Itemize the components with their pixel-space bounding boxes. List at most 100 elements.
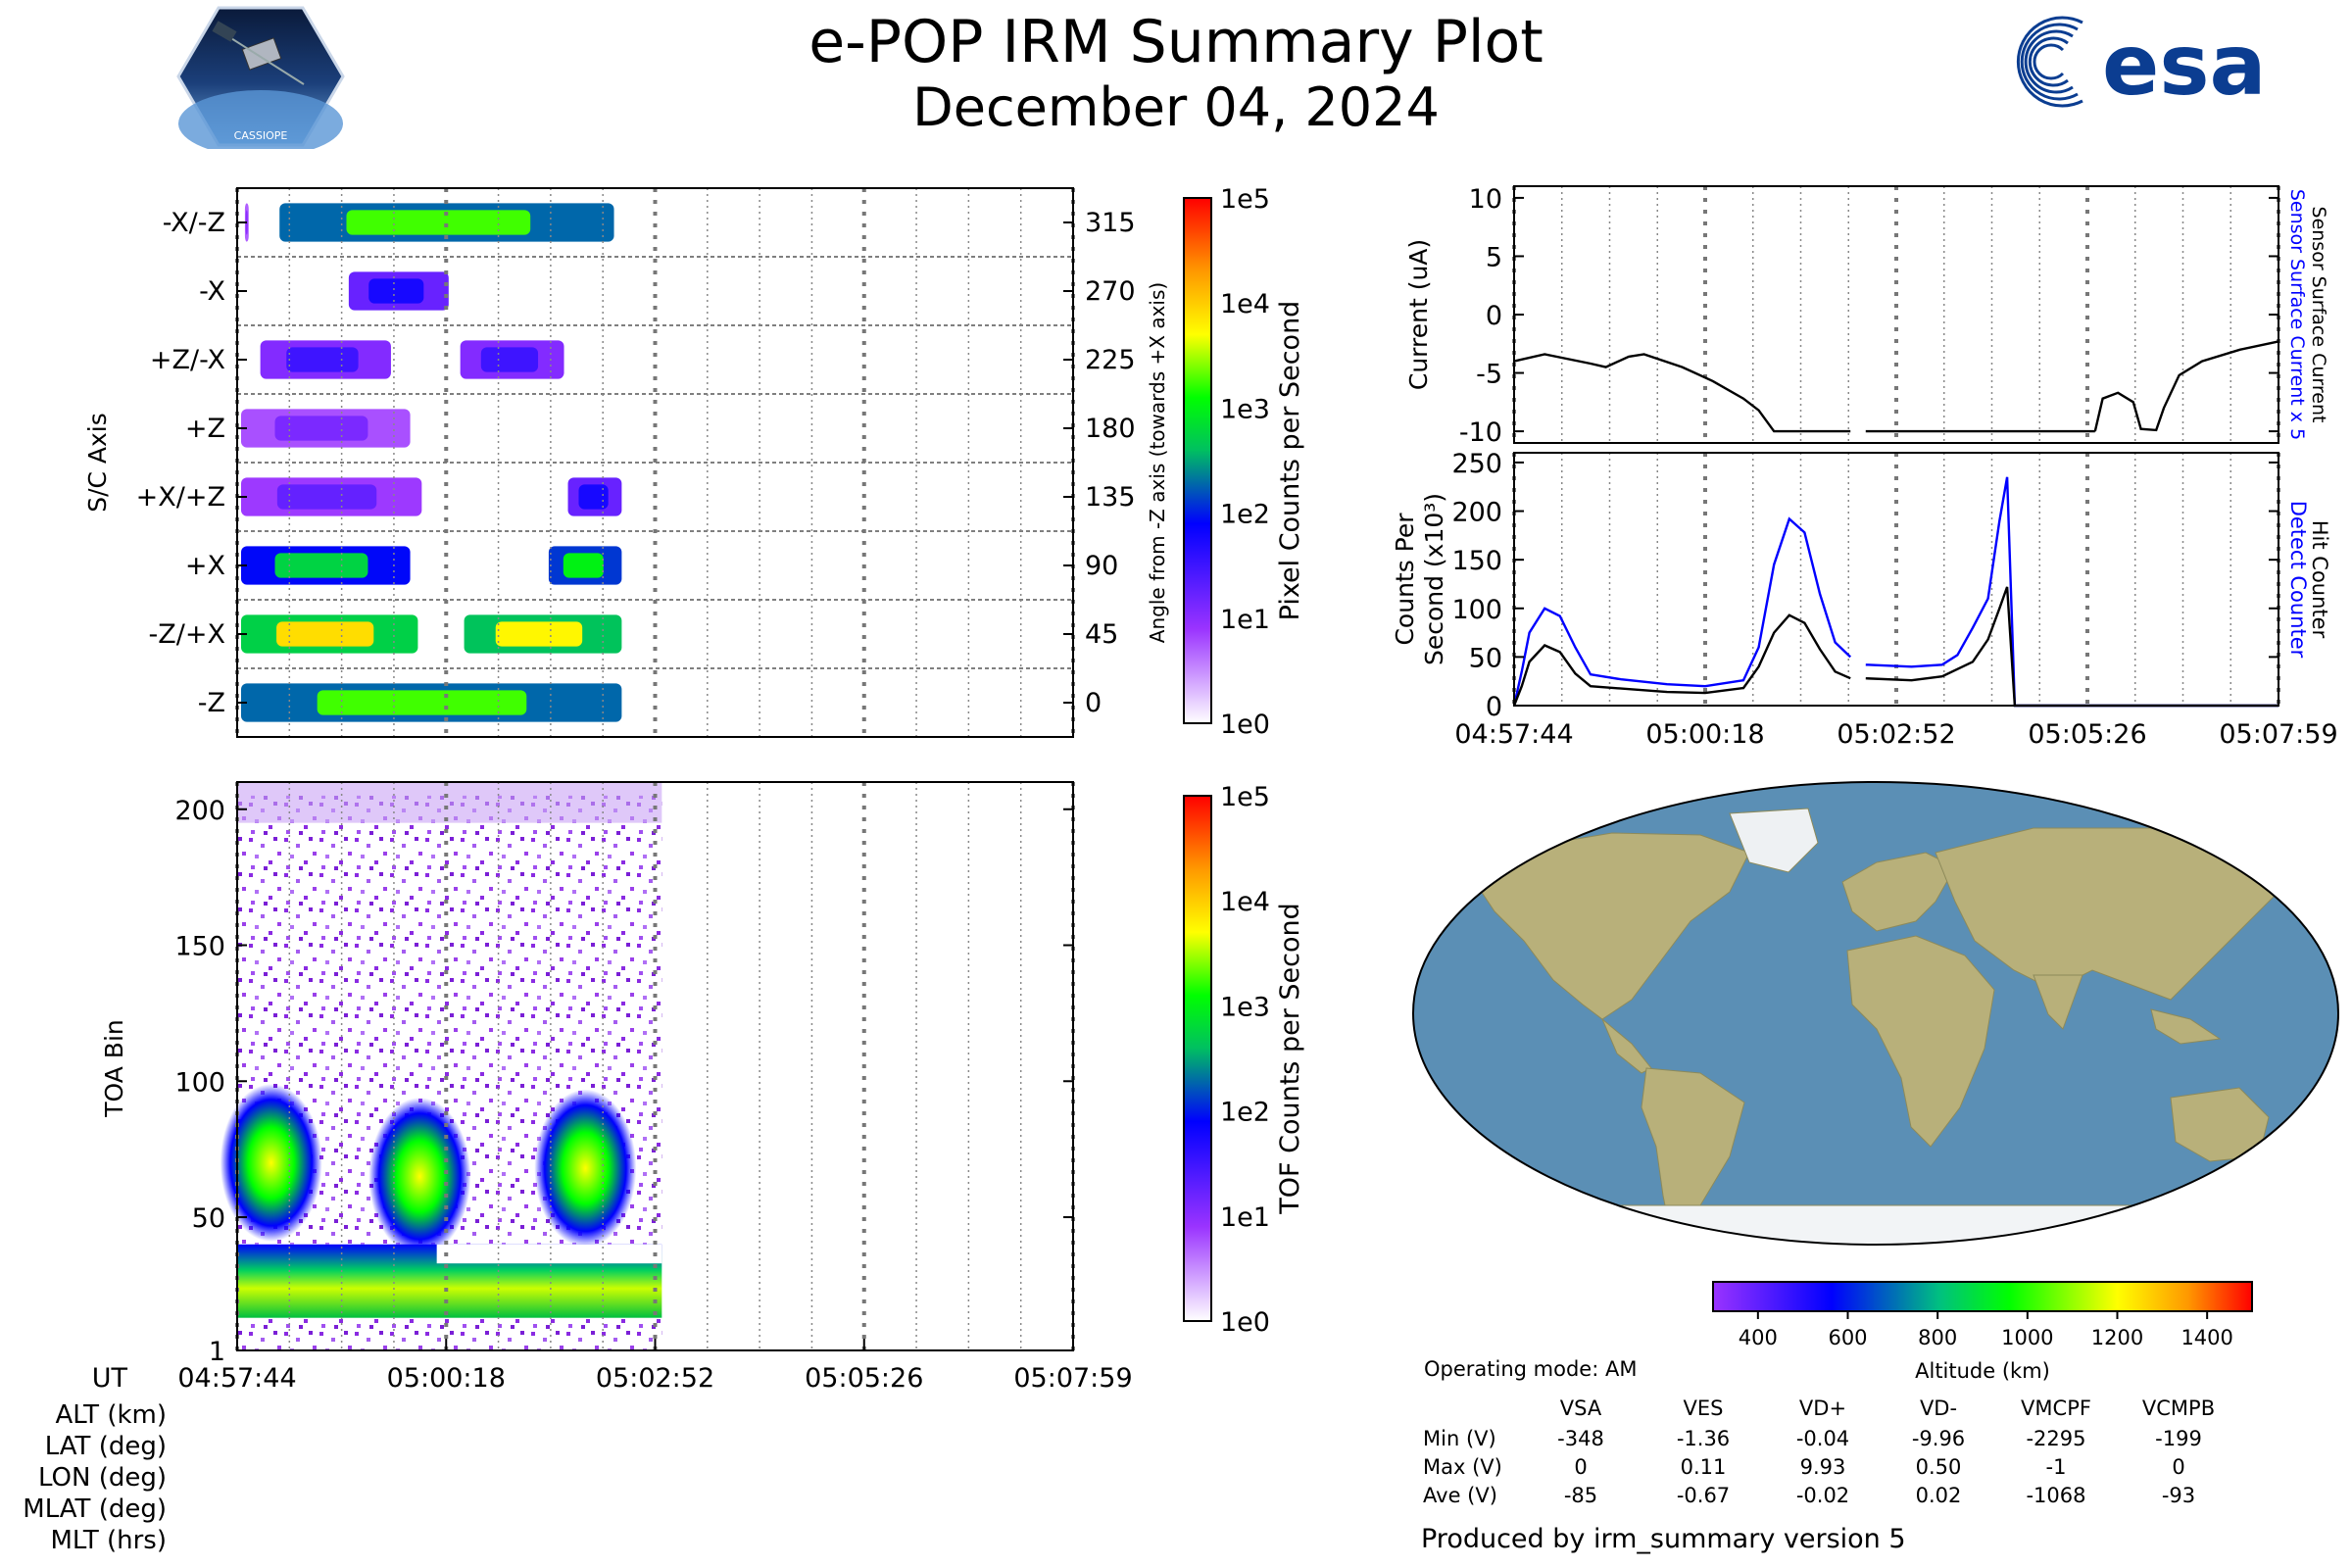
- current-right-label-blue: Sensor Surface Current x 5: [2286, 189, 2308, 440]
- tof-spectrogram-heatmap: [220, 782, 662, 1350]
- tof-y-tick-1: 150: [174, 932, 225, 962]
- tof-spectrogram-panel: 200 150 100 50 1 04:57:44 05:00:18 05:02:52 05:…: [92, 781, 1305, 1392]
- cassiope-logo: CASSIOPE: [176, 6, 345, 149]
- counts-y-tick-4: 50: [1469, 643, 1502, 673]
- pixel-colorbar-tick-1: 1e4: [1220, 289, 1270, 319]
- southeast-asia: [2150, 1008, 2222, 1045]
- plot-title: e-POP IRM Summary Plot: [808, 8, 1544, 76]
- pixel-y-tick-left-2: +Z/-X: [150, 345, 225, 375]
- table-header-4: VMCPF: [2021, 1396, 2091, 1420]
- pixel-band-5-0: [241, 546, 411, 585]
- table-cell-1-1: 0.11: [1681, 1455, 1727, 1479]
- pixel-spectrogram-grid: [235, 188, 1075, 737]
- tof-x-tick-1: 05:00:18: [387, 1363, 506, 1392]
- counts-series-1-seg-1: [1865, 586, 2278, 708]
- pixel-band-4-1: [567, 477, 622, 516]
- pixel-band-4-0: [241, 477, 422, 516]
- counts-y-tick-0: 250: [1451, 449, 1502, 479]
- current-plot: 10 5 0 -5 -10 Current (uA) Sensor Surface Cu…: [1404, 184, 2329, 448]
- altitude-colorbar: 400 600 800 1000 1200 1400 Altitude (km): [1712, 1281, 2253, 1383]
- pixel-y-tick-right-5: 90: [1085, 551, 1118, 581]
- pixel-right-axis-label: Angle from -Z axis (towards +X axis): [1146, 282, 1169, 643]
- tof-x-tick-0: 04:57:44: [177, 1363, 296, 1392]
- pixel-band-6-1: [464, 614, 622, 654]
- altitude-tick-1: 600: [1828, 1326, 1867, 1349]
- table-cell-2-2: -0.02: [1796, 1484, 1849, 1507]
- pixel-colorbar-tick-3: 1e2: [1220, 500, 1270, 530]
- pixel-band-1-0: [348, 271, 449, 311]
- table-cell-1-5: 0: [2172, 1455, 2184, 1479]
- europe: [1841, 852, 1956, 932]
- counts-y-axis-label-1: Counts Per: [1391, 513, 1419, 646]
- table-cell-1-2: 9.93: [1800, 1455, 1846, 1479]
- pixel-band-5-1: [548, 546, 622, 585]
- altitude-tick-3: 1000: [2001, 1326, 2053, 1349]
- pixel-y-tick-right-4: 135: [1085, 482, 1136, 513]
- counts-y-tick-5: 0: [1486, 692, 1502, 722]
- counts-series-0-seg-0: [1512, 516, 1852, 707]
- table-row-label-2: Ave (V): [1423, 1484, 1497, 1507]
- current-y-tick-0: 10: [1469, 184, 1502, 215]
- table-cell-2-3: 0.02: [1916, 1484, 1962, 1507]
- ephemeris-mlt: MLT (hrs): [50, 1526, 168, 1555]
- current-y-axis-label: Current (uA): [1404, 239, 1433, 390]
- pixel-y-tick-left-6: -Z/+X: [149, 619, 225, 650]
- pixel-spectrogram-panel: -X/-Z -X +Z/-X +Z +X/+Z +X -Z/+X -Z 315 270 225 18…: [83, 184, 1305, 740]
- counts-y-tick-2: 150: [1451, 546, 1502, 576]
- table-cell-2-5: -93: [2162, 1484, 2195, 1507]
- pixel-y-tick-right-1: 270: [1085, 276, 1136, 307]
- pixel-y-tick-left-4: +X/+Z: [136, 482, 225, 513]
- pixel-band-6-0: [241, 614, 418, 654]
- tof-colorbar-label: TOF Counts per Second: [1275, 903, 1305, 1215]
- table-cell-0-4: -2295: [2026, 1427, 2085, 1450]
- tof-lobe-1: [368, 1097, 471, 1255]
- current-series-0-seg-0: [1513, 353, 1851, 433]
- tof-lobe-0: [220, 1084, 322, 1242]
- pixel-colorbar-tick-4: 1e1: [1220, 605, 1270, 635]
- pixel-y-tick-left-1: -X: [199, 276, 225, 307]
- counts-right-label-blue: Detect Counter: [2286, 501, 2310, 659]
- counts-x-tick-3: 05:05:26: [2028, 719, 2146, 750]
- counts-x-tick-2: 05:02:52: [1837, 719, 1955, 750]
- tof-y-axis-label: TOA Bin: [100, 1019, 128, 1118]
- pixel-y-tick-right-2: 225: [1085, 345, 1136, 375]
- pixel-band-7-0: [241, 683, 622, 722]
- pixel-y-tick-right-6: 45: [1085, 619, 1118, 650]
- table-cell-2-4: -1068: [2026, 1484, 2085, 1507]
- world-map: [1412, 781, 2339, 1246]
- counts-y-axis-label-2: Second (x10³): [1420, 493, 1448, 665]
- india: [2033, 974, 2083, 1030]
- table-cell-2-1: -0.67: [1677, 1484, 1730, 1507]
- tof-gap: [436, 1244, 662, 1264]
- counts-y-tick-3: 100: [1451, 595, 1502, 625]
- tof-y-tick-4: 1: [209, 1337, 225, 1367]
- table-cell-2-0: -85: [1564, 1484, 1597, 1507]
- table-row-label-0: Min (V): [1423, 1427, 1496, 1450]
- africa: [1846, 935, 1995, 1148]
- counts-right-label-black: Hit Counter: [2308, 520, 2331, 639]
- pixel-colorbar: 1e5 1e4 1e3 1e2 1e1 1e0 Pixel Counts per Seco…: [1183, 184, 1305, 740]
- pixel-spectrogram-frame: [236, 187, 1074, 738]
- table-cell-0-1: -1.36: [1677, 1427, 1730, 1450]
- counts-x-tick-4: 05:07:59: [2219, 719, 2337, 750]
- table-header-0: VSA: [1560, 1396, 1602, 1420]
- pixel-y-tick-right-0: 315: [1085, 208, 1136, 238]
- table-cell-0-2: -0.04: [1796, 1427, 1849, 1450]
- tof-x-tick-4: 05:07:59: [1013, 1363, 1132, 1392]
- tof-y-ticks: 200 150 100 50 1: [174, 796, 1073, 1367]
- table-cell-1-3: 0.50: [1916, 1455, 1962, 1479]
- ephemeris-mlat: MLAT (deg): [23, 1494, 167, 1524]
- tof-x-tick-3: 05:05:26: [805, 1363, 923, 1392]
- altitude-colorbar-bar: [1712, 1281, 2253, 1312]
- pixel-y-axis-label: S/C Axis: [83, 413, 112, 513]
- counts-series-1-seg-0: [1512, 613, 1851, 707]
- tof-y-tick-0: 200: [174, 796, 225, 826]
- table-cell-0-5: -199: [2155, 1427, 2202, 1450]
- current-y-tick-4: -10: [1459, 417, 1502, 448]
- altitude-tick-4: 1200: [2091, 1326, 2143, 1349]
- pixel-spectrogram-heatmap: [241, 203, 622, 722]
- counts-x-tick-0: 04:57:44: [1454, 719, 1573, 750]
- current-series-0-seg-2: [2093, 340, 2279, 432]
- table-cell-0-0: -348: [1557, 1427, 1604, 1450]
